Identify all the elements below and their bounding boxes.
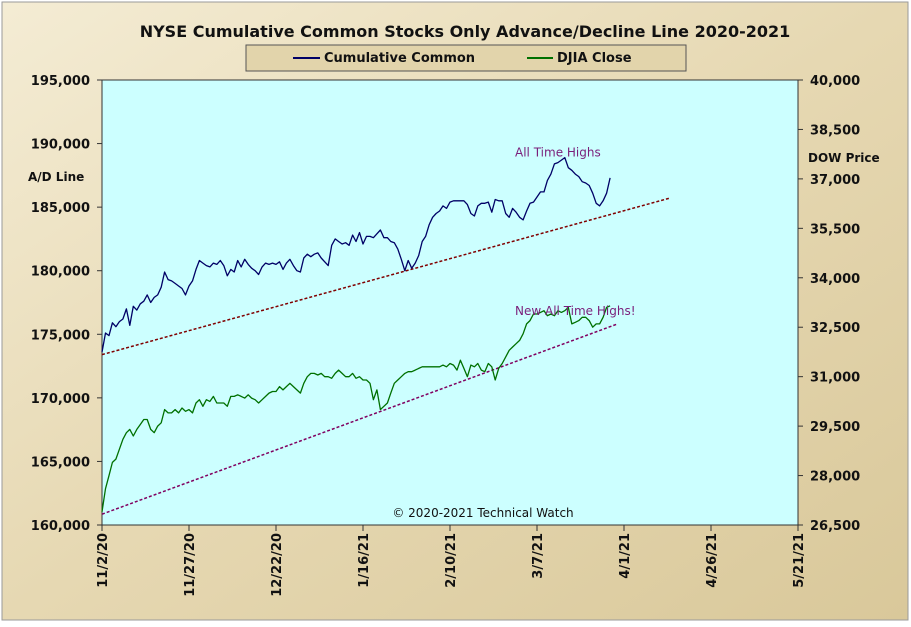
right-tick-label-1: 28,000 bbox=[810, 470, 860, 485]
left-tick-label-0: 160,000 bbox=[31, 519, 90, 534]
left-tick-label-3: 175,000 bbox=[31, 328, 90, 343]
right-tick-label-4: 32,500 bbox=[810, 321, 860, 336]
right-tick-label-5: 34,000 bbox=[810, 272, 860, 287]
left-tick-label-1: 165,000 bbox=[31, 455, 90, 470]
right-tick-label-0: 26,500 bbox=[810, 519, 860, 534]
x-tick-label-7: 4/26/21 bbox=[705, 533, 720, 588]
x-tick-label-6: 4/1/21 bbox=[618, 533, 633, 579]
left-tick-label-2: 170,000 bbox=[31, 392, 90, 407]
right-tick-label-9: 40,000 bbox=[810, 74, 860, 89]
left-axis-label: A/D Line bbox=[28, 170, 84, 184]
cumulative-common-line bbox=[101, 156, 611, 353]
right-axis-label: DOW Price bbox=[808, 151, 880, 165]
x-tick-label-3: 1/16/21 bbox=[357, 533, 372, 588]
left-tick-label-5: 185,000 bbox=[31, 201, 90, 216]
annotation-new-all-time-highs: New All Time Highs! bbox=[515, 304, 636, 318]
copyright-text: © 2020-2021 Technical Watch bbox=[392, 506, 573, 520]
right-tick-label-3: 31,000 bbox=[810, 371, 860, 386]
x-tick-label-0: 11/2/20 bbox=[96, 533, 111, 588]
legend-label-djia-close: DJIA Close bbox=[557, 51, 632, 66]
x-tick-label-4: 2/10/21 bbox=[444, 533, 459, 588]
x-tick-label-1: 11/27/20 bbox=[183, 533, 198, 597]
left-tick-label-7: 195,000 bbox=[31, 74, 90, 89]
plot-area bbox=[101, 79, 799, 526]
trend-line-1 bbox=[101, 323, 618, 515]
trend-line-0 bbox=[101, 197, 670, 356]
x-tick-label-2: 12/22/20 bbox=[270, 533, 285, 597]
right-tick-label-6: 35,500 bbox=[810, 222, 860, 237]
annotation-all-time-highs: All Time Highs bbox=[515, 145, 601, 159]
left-tick-label-4: 180,000 bbox=[31, 265, 90, 280]
right-tick-label-2: 29,500 bbox=[810, 420, 860, 435]
left-tick-label-6: 190,000 bbox=[31, 138, 90, 153]
right-tick-label-7: 37,000 bbox=[810, 173, 860, 188]
right-tick-label-8: 38,500 bbox=[810, 123, 860, 138]
legend-label-cumulative-common: Cumulative Common bbox=[324, 51, 475, 66]
x-tick-label-5: 3/7/21 bbox=[531, 533, 546, 579]
djia-close-line bbox=[101, 305, 611, 512]
x-tick-label-8: 5/21/21 bbox=[792, 533, 807, 588]
chart-title: NYSE Cumulative Common Stocks Only Advan… bbox=[140, 22, 791, 41]
chart-marks: 160,000 165,000 170,000 175,000 180,000 185,0… bbox=[31, 74, 860, 597]
